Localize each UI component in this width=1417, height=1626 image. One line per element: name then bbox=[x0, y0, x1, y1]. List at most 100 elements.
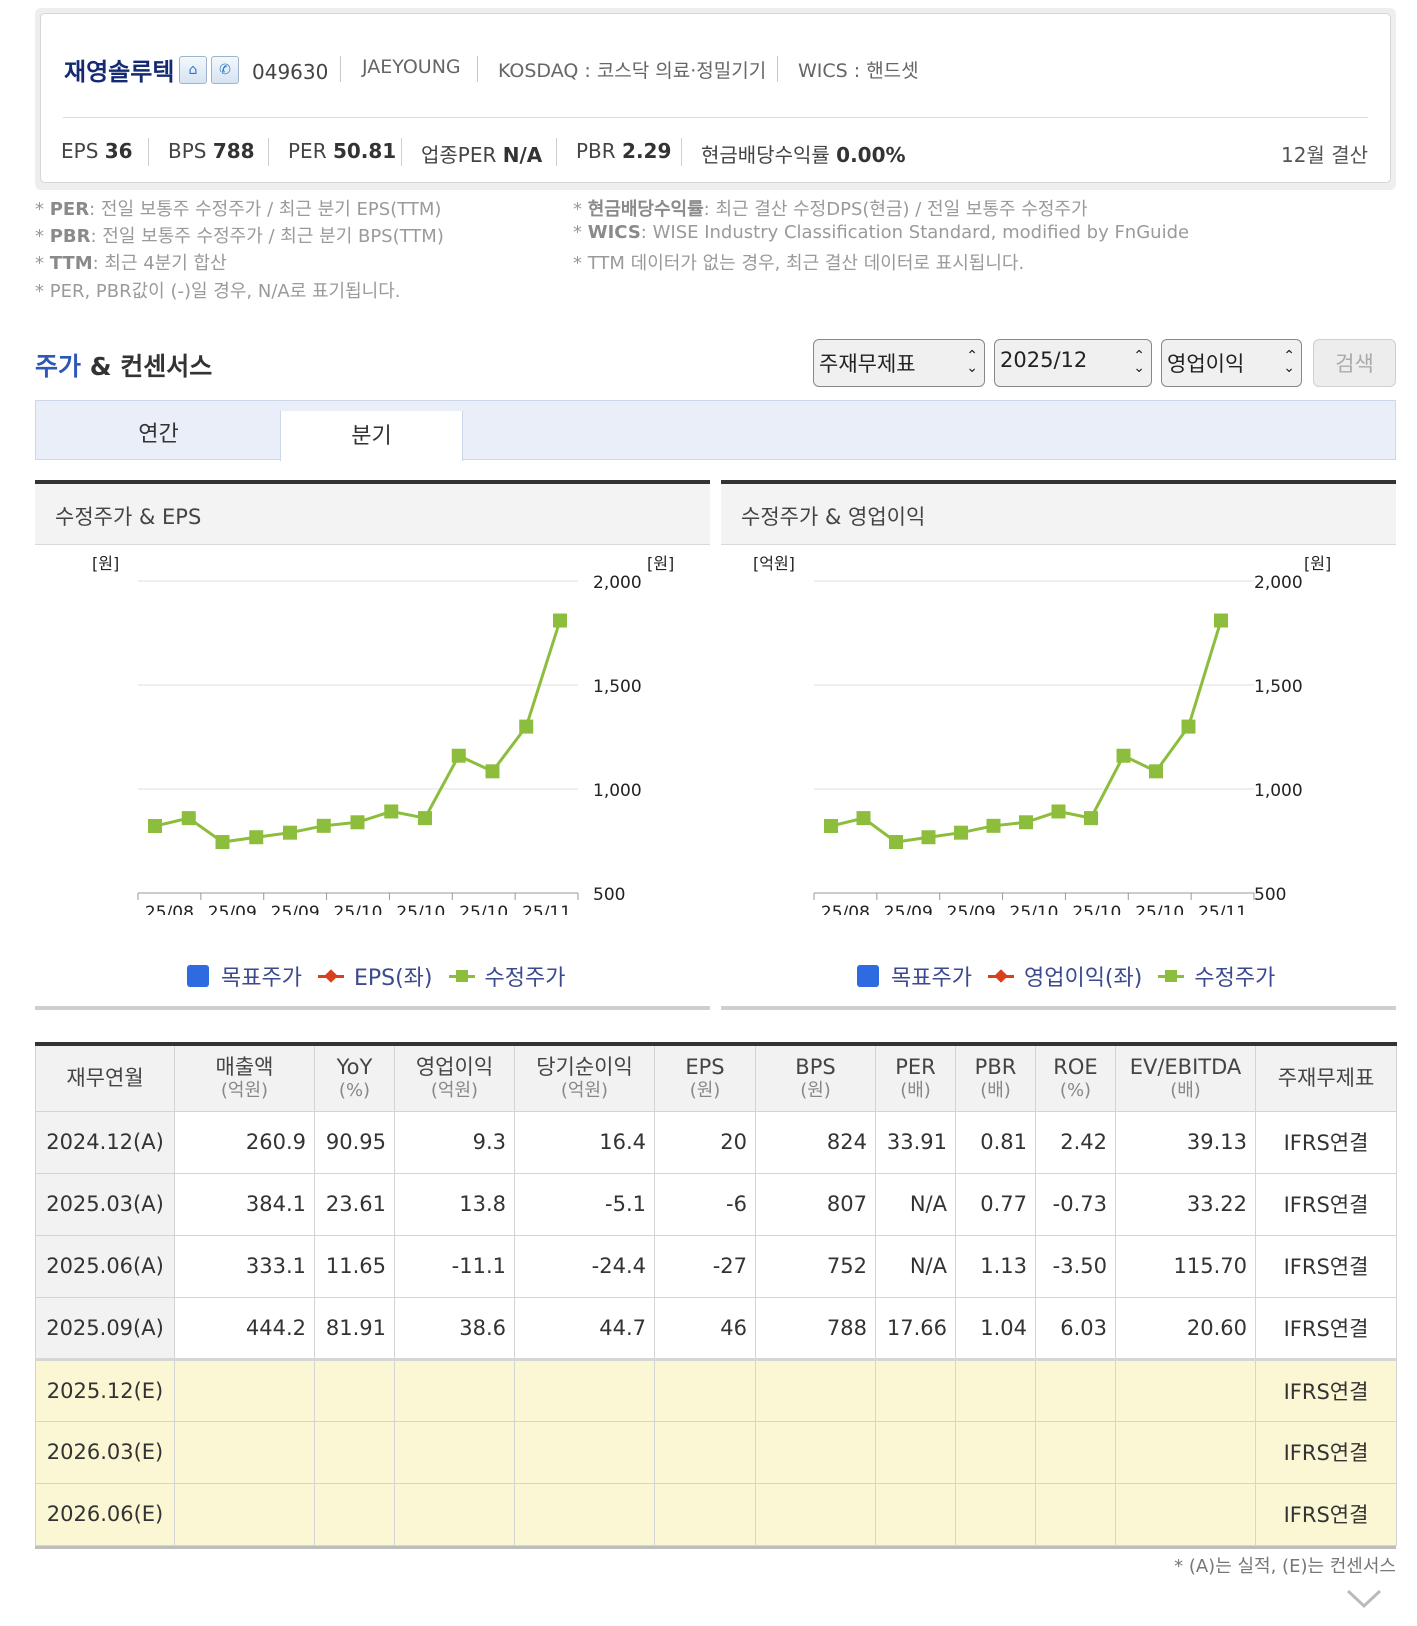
financial-summary-table: 재무연월 매출액 (억원) YoY (%) 영업이익 (억원) 당기순이익 (억원) EPS (원)… bbox=[35, 1042, 1397, 1546]
stat-eps: EPS 36 bbox=[61, 139, 133, 163]
phone-icon[interactable]: ✆ bbox=[211, 56, 239, 84]
company-summary-inner: 재영솔루텍 ⌂ ✆ 049630 JAEYOUNG KOSDAQ : 코스닥 의… bbox=[40, 13, 1391, 183]
select-arrows-icon: ⌃ ⌄ bbox=[1283, 348, 1295, 376]
table-cell: -5.1 bbox=[514, 1172, 655, 1236]
table-cell: 824 bbox=[755, 1110, 876, 1174]
y-tick-label: 2,000 bbox=[593, 573, 642, 593]
settlement-month: 12월 결산 bbox=[1280, 143, 1368, 167]
market-classification: KOSDAQ : 코스닥 의료·정밀기기 bbox=[498, 60, 767, 82]
legend-target-price-marker bbox=[187, 965, 209, 987]
column-header: 매출액 (억원) bbox=[174, 1042, 315, 1112]
data-point-adjusted-price bbox=[181, 811, 196, 826]
data-point-adjusted-price bbox=[418, 811, 432, 826]
y-tick-label: 1,500 bbox=[1254, 677, 1303, 697]
financial-table-wrapper: 재무연월 매출액 (억원) YoY (%) 영업이익 (억원) 당기순이익 (억원) EPS (원)… bbox=[35, 1042, 1397, 1549]
table-cell: IFRS연결 bbox=[1255, 1110, 1397, 1174]
chart-panel-operating-income: 수정주가 & 영업이익 [억원] [원] 2,000 1,500 1,000 500 25/… bbox=[721, 480, 1396, 1010]
company-name: 재영솔루텍 bbox=[64, 58, 175, 86]
table-cell bbox=[1035, 1482, 1116, 1546]
column-header-label: EV/EBITDA bbox=[1129, 1054, 1242, 1079]
statement-select[interactable]: 주재무제표 ⌃ ⌄ bbox=[813, 339, 985, 387]
data-point-adjusted-price bbox=[553, 613, 567, 628]
x-tick-label: 25/09 bbox=[208, 903, 257, 915]
chart-price-operating-income: [억원] [원]2,000 1,500 1,000 500 25/08 25/09 25/09… bbox=[753, 554, 1331, 915]
table-cell bbox=[755, 1420, 876, 1484]
data-point-adjusted-price bbox=[249, 830, 264, 845]
note-dividend: * 현금배당수익률: 최근 결산 수정DPS(현금) / 전일 보통주 수정주가 bbox=[573, 199, 1088, 220]
tab-quarterly[interactable]: 분기 bbox=[280, 411, 463, 461]
column-header-unit: (%) bbox=[338, 1080, 371, 1102]
data-point-adjusted-price bbox=[1019, 815, 1033, 830]
column-header-unit: (억원) bbox=[220, 1080, 269, 1102]
section-title: 주가 & 컨센서스 bbox=[35, 352, 213, 381]
search-button[interactable]: 검색 bbox=[1313, 339, 1396, 387]
table-cell bbox=[394, 1482, 515, 1546]
series-line-adjusted-price bbox=[830, 620, 1223, 844]
column-header: ROE (%) bbox=[1035, 1042, 1116, 1112]
legend-eps[interactable]: EPS(좌) bbox=[353, 966, 433, 991]
column-header-label: 매출액 bbox=[215, 1054, 274, 1079]
table-cell: 2.42 bbox=[1035, 1110, 1116, 1174]
company-summary-card: 재영솔루텍 ⌂ ✆ 049630 JAEYOUNG KOSDAQ : 코스닥 의… bbox=[35, 8, 1396, 190]
column-header-label: 주재무제표 bbox=[1277, 1065, 1375, 1090]
period-cell: 2025.12(E) bbox=[35, 1357, 175, 1422]
column-header-unit: (배) bbox=[900, 1080, 931, 1102]
table-cell bbox=[1115, 1482, 1256, 1546]
table-cell: 33.91 bbox=[875, 1110, 956, 1174]
stat-divider bbox=[556, 138, 557, 166]
chart-title: 수정주가 & 영업이익 bbox=[721, 480, 1396, 545]
table-cell bbox=[955, 1482, 1036, 1546]
legend-target-price[interactable]: 목표주가 bbox=[891, 966, 972, 991]
column-header: EPS (원) bbox=[654, 1042, 756, 1112]
table-cell bbox=[654, 1482, 756, 1546]
table-row: 2025.09(A) 444.2 81.91 38.6 44.7 46 788 17.66 1.… bbox=[35, 1296, 1397, 1360]
stat-divider bbox=[268, 138, 269, 166]
stat-bps: BPS 788 bbox=[168, 139, 255, 163]
table-cell: 384.1 bbox=[174, 1172, 315, 1236]
table-cell: 33.22 bbox=[1115, 1172, 1256, 1236]
table-cell: IFRS연결 bbox=[1255, 1420, 1397, 1484]
period-select[interactable]: 2025/12 ⌃ ⌄ bbox=[994, 339, 1152, 387]
table-body: 2024.12(A) 260.9 90.95 9.3 16.4 20 824 33.91 0.8… bbox=[35, 1110, 1397, 1546]
table-bottom-rule bbox=[35, 1545, 1396, 1549]
column-header-unit: (%) bbox=[1059, 1080, 1092, 1102]
table-cell bbox=[174, 1482, 315, 1546]
tab-annual[interactable]: 연간 bbox=[138, 422, 179, 447]
column-header-unit: (억원) bbox=[560, 1080, 609, 1102]
x-tick-label: 25/09 bbox=[271, 903, 320, 915]
table-cell: 39.13 bbox=[1115, 1110, 1256, 1174]
table-cell: 0.77 bbox=[955, 1172, 1036, 1236]
column-header-label: 당기순이익 bbox=[536, 1054, 633, 1079]
chart-legend: 목표주가 EPS(좌) 수정주가 bbox=[187, 960, 565, 992]
data-point-adjusted-price bbox=[1084, 811, 1098, 826]
stat-pbr: PBR 2.29 bbox=[576, 139, 672, 163]
table-cell: 23.61 bbox=[314, 1172, 395, 1236]
period-cell: 2024.12(A) bbox=[35, 1110, 175, 1174]
right-axis-unit: [원] bbox=[647, 554, 674, 573]
column-header: 주재무제표 bbox=[1255, 1042, 1397, 1112]
column-header-unit: (배) bbox=[980, 1080, 1011, 1102]
table-footnote: * (A)는 실적, (E)는 컨센서스 bbox=[1174, 1556, 1396, 1577]
legend-adjusted-price[interactable]: 수정주가 bbox=[1194, 966, 1276, 991]
legend-operating-income[interactable]: 영업이익(좌) bbox=[1023, 966, 1143, 991]
data-point-adjusted-price bbox=[316, 818, 331, 833]
period-cell: 2026.06(E) bbox=[35, 1482, 175, 1546]
metric-select[interactable]: 영업이익 ⌃ ⌄ bbox=[1161, 339, 1302, 387]
data-point-adjusted-price bbox=[1181, 719, 1196, 734]
table-cell: -24.4 bbox=[514, 1234, 655, 1298]
x-tick-label: 25/08 bbox=[821, 903, 870, 915]
column-header: 당기순이익 (억원) bbox=[514, 1042, 655, 1112]
column-header: EV/EBITDA (배) bbox=[1115, 1042, 1256, 1112]
table-cell: 6.03 bbox=[1035, 1296, 1116, 1360]
legend-eps-marker bbox=[317, 965, 344, 987]
table-cell: -0.73 bbox=[1035, 1172, 1116, 1236]
chevron-down-icon[interactable] bbox=[1344, 1587, 1384, 1611]
stat-dividend-yield: 현금배당수익률 0.00% bbox=[701, 143, 906, 167]
data-point-adjusted-price bbox=[1051, 804, 1066, 819]
home-icon[interactable]: ⌂ bbox=[179, 56, 207, 84]
legend-adjusted-price[interactable]: 수정주가 bbox=[484, 966, 566, 991]
stat-per: PER 50.81 bbox=[288, 139, 397, 163]
table-cell: 90.95 bbox=[314, 1110, 395, 1174]
data-point-adjusted-price bbox=[350, 815, 365, 830]
legend-target-price[interactable]: 목표주가 bbox=[221, 966, 302, 991]
